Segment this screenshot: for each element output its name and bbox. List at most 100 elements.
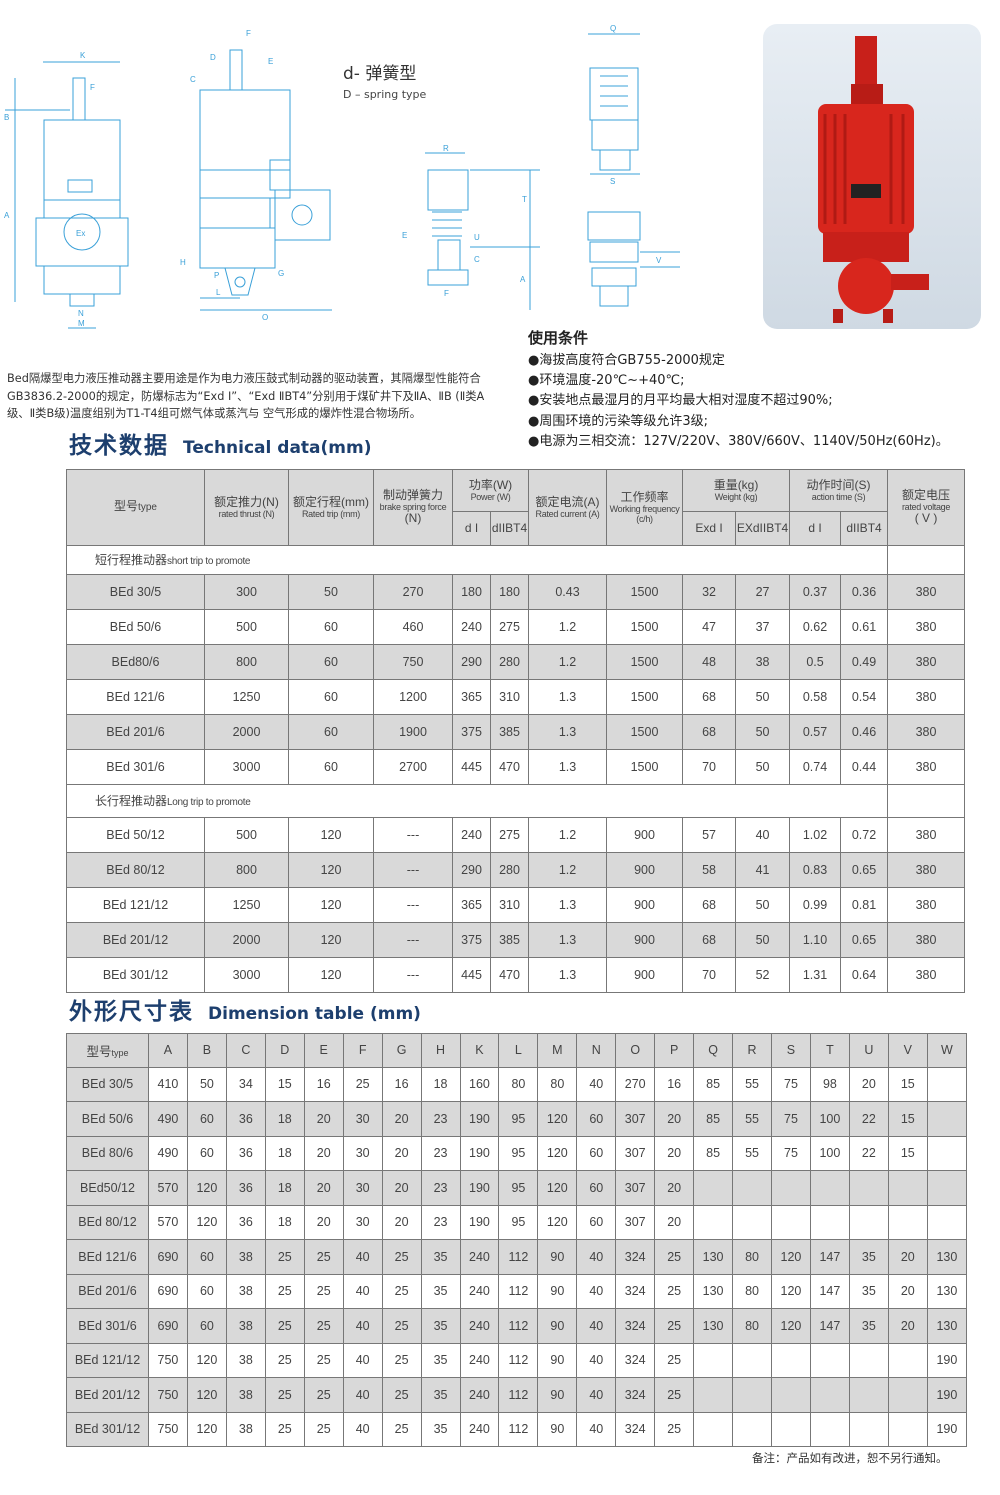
dimension-diagrams: K F B A N M Ex F D E C H P G L O R T E U… (4, 24, 680, 329)
model-cell: BEd 30/5 (66, 1066, 149, 1102)
table-cell: 0.61 (840, 608, 889, 645)
table-cell: 35 (420, 1342, 461, 1378)
table-cell: 240 (452, 608, 491, 645)
table-cell: 80 (537, 1066, 578, 1102)
side-view-drawing (199, 49, 332, 311)
section-row: 短行程推动器short trip to promote (65, 544, 966, 575)
table-cell: 40 (576, 1273, 617, 1309)
table-cell: 25 (264, 1273, 305, 1309)
dim-label: B (4, 113, 9, 122)
table-cell: 147 (809, 1273, 850, 1309)
table-cell: 60 (186, 1273, 227, 1309)
table-cell: 35 (848, 1239, 889, 1275)
table-cell: 60 (576, 1204, 617, 1240)
table-cell: 750 (148, 1342, 188, 1378)
table-cell: 85 (693, 1066, 734, 1102)
condition-item: ●环境温度-20℃~+40℃; (528, 373, 685, 389)
table-cell: 16 (381, 1066, 422, 1102)
table-cell (693, 1204, 734, 1240)
table-cell (732, 1170, 772, 1206)
table-cell: 23 (420, 1204, 461, 1240)
table-cell: 380 (887, 921, 966, 958)
table-cell (732, 1411, 772, 1447)
table-cell (926, 1170, 968, 1206)
table-cell (848, 1377, 889, 1413)
dim-section-title: 外形尺寸表 Dimension table (mm) (69, 997, 1000, 1029)
table-cell: 25 (303, 1342, 344, 1378)
table-cell: 1.3 (528, 956, 608, 993)
table-cell: 690 (148, 1239, 188, 1275)
table-cell: 36 (225, 1135, 266, 1171)
table-cell: 15 (887, 1101, 928, 1137)
dim-label: E (402, 231, 407, 240)
table-row: BEd 121/6 690 60 38 25 25 40 25 35 240 112 90 40 324 2… (66, 1239, 968, 1275)
table-cell: 380 (887, 851, 966, 888)
table-cell: 324 (615, 1342, 656, 1378)
table-cell: 25 (264, 1308, 305, 1344)
table-cell: 40 (576, 1342, 617, 1378)
table-cell: 1250 (204, 886, 289, 923)
table-cell: 20 (887, 1239, 928, 1275)
table-cell: 1.2 (528, 816, 608, 853)
table-cell: 20 (654, 1170, 695, 1206)
product-photo (763, 24, 981, 329)
table-cell: 50 (735, 921, 791, 958)
table-cell: 120 (288, 956, 374, 993)
table-cell: 15 (264, 1066, 305, 1102)
table-cell: 900 (606, 816, 684, 853)
col-action-time: 动作时间(S) action time (S) (789, 468, 889, 512)
table-cell: 35 (420, 1377, 461, 1413)
table-cell: 70 (682, 748, 737, 785)
table-cell: 80 (498, 1066, 539, 1102)
table-row: BEd 80/6 490 60 36 18 20 30 20 23 190 95 120 60 307 20… (66, 1135, 968, 1171)
table-cell: 490 (148, 1135, 188, 1171)
section-blank (887, 544, 966, 575)
table-cell: 52 (735, 956, 791, 993)
table-cell: 160 (459, 1066, 500, 1102)
table-cell: 324 (615, 1308, 656, 1344)
table-cell: 1.31 (789, 956, 842, 993)
col-header: B (186, 1032, 227, 1068)
table-cell: 41 (735, 851, 791, 888)
table-cell: 365 (452, 678, 491, 715)
table-cell: 25 (342, 1066, 383, 1102)
table-cell: 40 (576, 1377, 617, 1413)
table-cell (926, 1101, 968, 1137)
table-cell: 60 (288, 608, 374, 645)
table-cell: 30 (342, 1170, 383, 1206)
table-cell: 120 (537, 1101, 578, 1137)
table-cell: 1.3 (528, 921, 608, 958)
table-cell: 380 (887, 643, 966, 680)
table-cell: 20 (381, 1170, 422, 1206)
dim-label: A (520, 275, 526, 284)
table-cell: 280 (489, 643, 530, 680)
table-cell: 1.3 (528, 713, 608, 750)
table-cell: 20 (381, 1101, 422, 1137)
table-cell: 0.62 (789, 608, 842, 645)
table-cell: 0.99 (789, 886, 842, 923)
table-cell: 20 (887, 1308, 928, 1344)
table-row: BEd 121/12 750 120 38 25 25 40 25 35 240 112 90 40 32… (66, 1342, 968, 1378)
table-cell: 25 (654, 1308, 695, 1344)
table-row: BEd 50/6 500 60 460 240 275 1.2 1500 47 37 0.62 0.6… (66, 608, 966, 645)
tech-title-en: Technical data(mm) (183, 437, 372, 458)
table-cell: 120 (186, 1170, 227, 1206)
table-cell: 120 (537, 1170, 578, 1206)
table-cell: 40 (576, 1239, 617, 1275)
table-cell: 25 (654, 1273, 695, 1309)
table-cell: 270 (615, 1066, 656, 1102)
table-cell: 58 (682, 851, 737, 888)
table-cell: 120 (186, 1342, 227, 1378)
table-cell: 25 (381, 1308, 422, 1344)
table-cell: 25 (381, 1342, 422, 1378)
table-cell: 570 (148, 1204, 188, 1240)
table-cell: 60 (186, 1135, 227, 1171)
table-cell: 280 (489, 851, 530, 888)
model-cell: BEd 50/12 (66, 816, 205, 853)
table-cell: 240 (459, 1377, 500, 1413)
table-cell: 130 (926, 1273, 968, 1309)
table-cell: 18 (264, 1204, 305, 1240)
model-cell: BEd50/12 (66, 1170, 149, 1206)
spring-type-subtitle: D – spring type (343, 88, 427, 101)
table-cell: 36 (225, 1170, 266, 1206)
